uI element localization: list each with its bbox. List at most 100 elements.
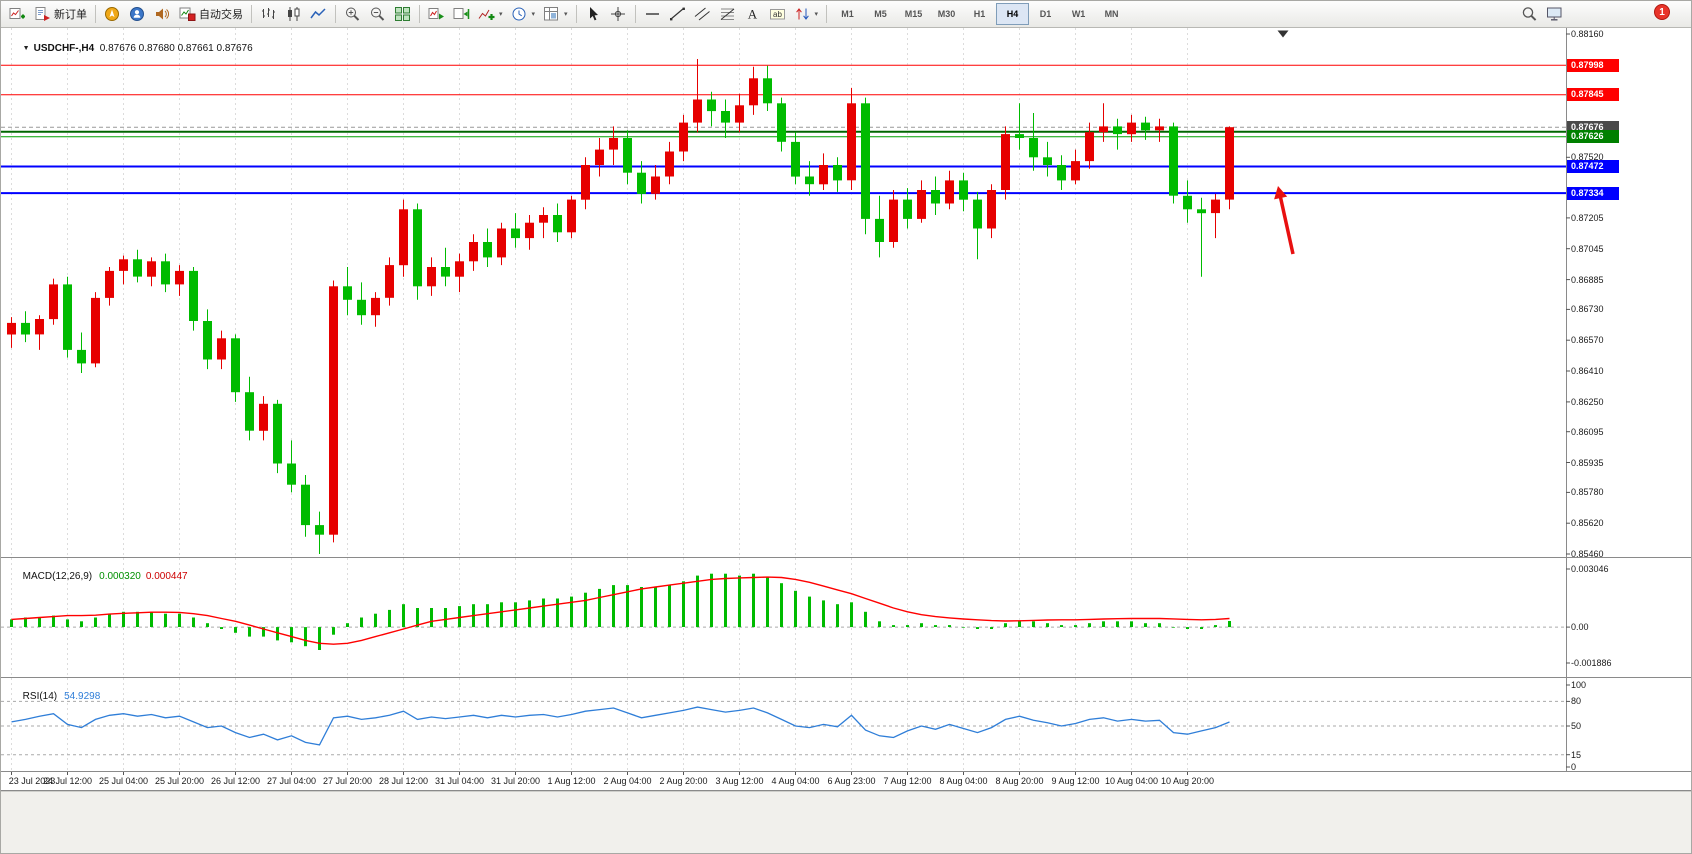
cursor-button[interactable] [581,2,606,26]
timeframe-h4-button[interactable]: H4 [996,3,1030,25]
clock-icon [511,6,528,22]
periods-button[interactable]: ▾ [507,2,540,26]
new-order-button[interactable]: 新订单 [30,2,91,26]
toolbar-right-group [1517,2,1567,26]
rsi-axis-label: 80 [1571,696,1582,707]
price-axis-label: 0.87045 [1571,243,1604,254]
chart-plot-container[interactable] [1,28,1692,791]
timeframe-m5-button[interactable]: M5 [874,9,887,19]
chevron-down-icon: ▾ [564,11,568,18]
chart-canvas[interactable] [1,28,1692,791]
search-button[interactable] [1517,2,1542,26]
zoom-out-button[interactable] [365,2,390,26]
timeframe-mn-button[interactable]: MN [1104,9,1119,19]
crosshair-icon [610,6,627,22]
price-axis-label: 0.88160 [1571,29,1604,39]
toolbar-separator [335,5,336,23]
time-axis-label: 24 Jul 12:00 [42,776,93,786]
tile-windows-button[interactable] [390,2,415,26]
bar-chart-button[interactable] [256,2,281,26]
macd-signal-value: 0.000447 [145,571,188,582]
linechart-icon [310,6,327,22]
macd-signal-line [11,576,1230,645]
person-icon [129,6,146,22]
time-axis-label: 7 Aug 12:00 [883,776,932,786]
rsi-axis-label: 50 [1571,721,1582,731]
arrows-button[interactable]: ▾ [790,2,823,26]
autotrading-button[interactable]: 自动交易 [175,2,247,26]
candles-icon [285,6,302,22]
market-watch-button[interactable] [125,2,150,26]
time-axis-label: 25 Jul 04:00 [98,776,149,786]
price-axis-label: 0.86250 [1571,396,1604,407]
chart-shift-icon [453,6,470,22]
time-axis-label: 6 Aug 23:00 [827,776,876,786]
arrows-icon [794,6,811,22]
timeframe-d1-button[interactable]: D1 [1039,9,1052,19]
trendline-icon [669,6,686,22]
price-axis-label: 0.86095 [1571,426,1604,437]
timeframe-m30-button[interactable]: M30 [937,9,956,19]
zoom-in-button[interactable] [340,2,365,26]
zoom-in-icon [344,6,361,22]
macd-axis-label: -0.001886 [1571,658,1612,668]
toolbar-separator [419,5,420,23]
label-button[interactable]: ab [765,2,790,26]
time-axis-label: 8 Aug 20:00 [995,776,1044,786]
timeframe-m1-button[interactable]: M1 [841,9,854,19]
fullscreen-button[interactable] [1542,2,1567,26]
horizontal-line-button[interactable] [640,2,665,26]
channel-icon [694,6,711,22]
compass-icon [104,6,121,22]
price-badge: 0.87626 [1567,130,1619,144]
new-chart-button[interactable] [5,2,30,26]
speaker-icon [154,6,171,22]
time-axis-label: 28 Jul 12:00 [378,776,429,786]
zoom-out-icon [369,6,386,22]
time-axis-label: 9 Aug 12:00 [1051,776,1100,786]
auto-scroll-button[interactable] [424,2,449,26]
order-icon [34,6,51,22]
alerts-button[interactable] [150,2,175,26]
chart-shift-marker[interactable] [1277,30,1289,38]
svg-text:ab: ab [773,10,782,19]
cursor-icon [585,6,602,22]
fibonacci-button[interactable] [715,2,740,26]
line-chart-button[interactable] [306,2,331,26]
text-button[interactable]: A [740,2,765,26]
price-badge: 0.87998 [1567,58,1619,72]
price-axis-label: 0.85780 [1571,487,1604,498]
chart-collapse-icon[interactable]: ▼ [22,45,30,52]
arrow-annotation[interactable] [1274,186,1295,255]
macd-value: 0.000320 [99,571,141,582]
timeframe-w1-button[interactable]: W1 [1071,9,1086,19]
rsi-title: RSI(14) [22,691,58,702]
chart-header: ▼ USDCHF-,H4 0.87676 0.87680 0.87661 0.87… [6,32,253,65]
rsi-line [11,706,1230,746]
templates-button[interactable]: ▾ [539,2,572,26]
chart-area: ▼ USDCHF-,H4 0.87676 0.87680 0.87661 0.87… [1,28,1692,791]
price-axis-label: 0.85935 [1571,457,1604,468]
timeframe-m15-button[interactable]: M15 [904,9,923,19]
timeframe-h1-button[interactable]: H1 [973,9,986,19]
time-axis-label: 23 Jul 2023 [8,776,56,786]
time-axis-label: 4 Aug 04:00 [771,776,820,786]
trendline-button[interactable] [665,2,690,26]
candlestick-chart-button[interactable] [281,2,306,26]
notification-badge[interactable]: 1 [1654,4,1670,20]
crosshair-button[interactable] [606,2,631,26]
time-axis-label: 27 Jul 20:00 [322,776,373,786]
indicators-button[interactable]: ▾ [474,2,507,26]
channel-button[interactable] [690,2,715,26]
time-axis-label: 31 Jul 20:00 [490,776,541,786]
chart-shift-button[interactable] [449,2,474,26]
macd-axis-label: 0.00 [1571,622,1589,633]
autotrading-icon [179,6,196,22]
metaeditor-button[interactable] [100,2,125,26]
chevron-down-icon: ▾ [814,11,819,18]
macd-header: MACD(12,26,9) 0.000320 0.000447 [6,560,188,593]
time-axis-label: 10 Aug 20:00 [1160,776,1215,786]
chevron-down-icon: ▾ [499,11,503,18]
price-axis-label: 0.86885 [1571,274,1604,285]
